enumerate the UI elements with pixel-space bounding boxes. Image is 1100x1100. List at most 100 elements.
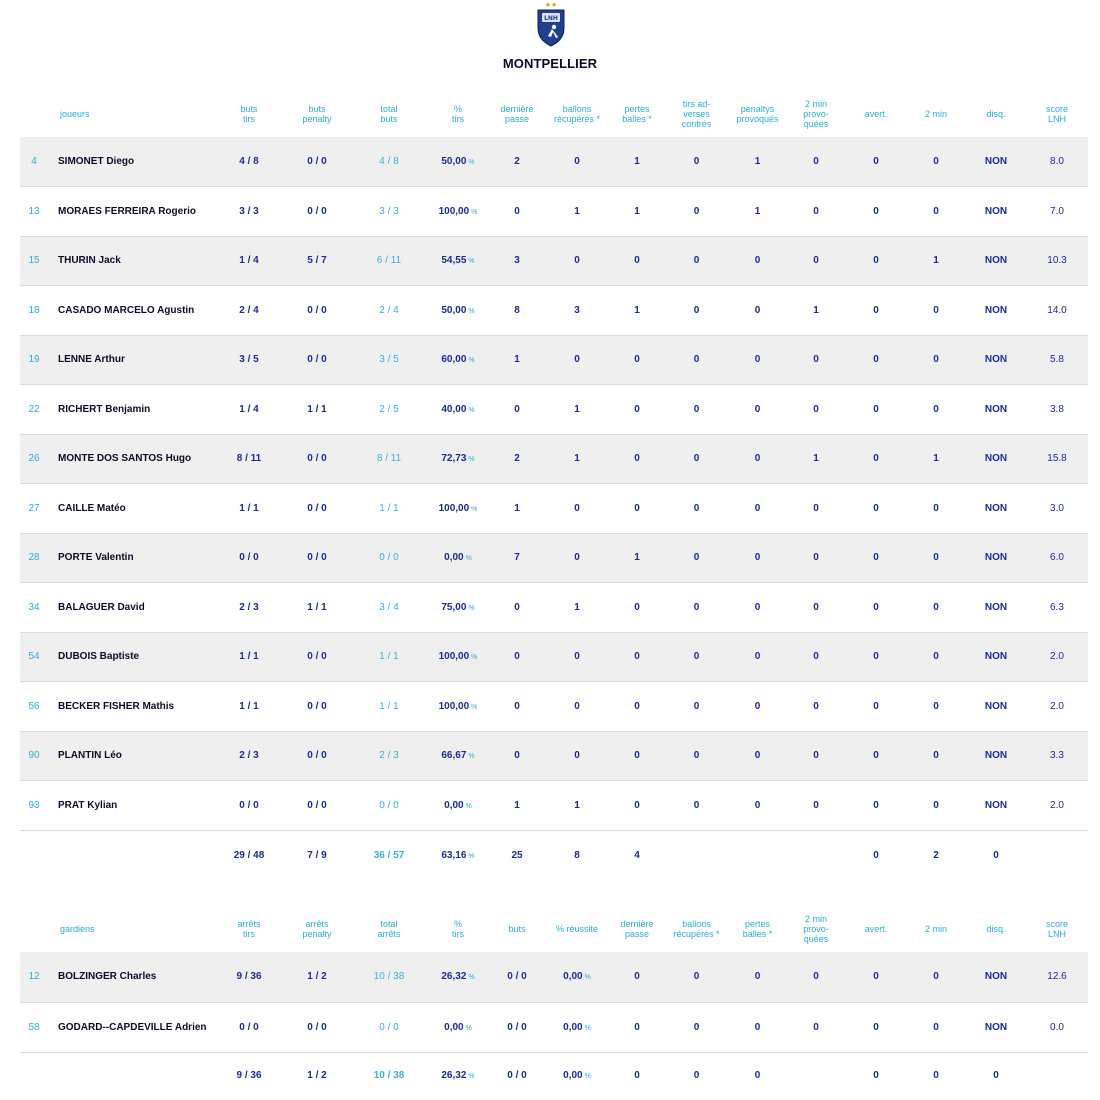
tirs-contres: 0 — [664, 434, 729, 484]
table-row[interactable]: 90 PLANTIN Léo 2 / 3 0 / 0 2 / 3 66,67% 0 0 0 0 0 0… — [20, 731, 1088, 781]
player-name-value: CASADO MARCELO Agustin — [58, 304, 195, 316]
penaltys-provoques-value: 0 — [754, 304, 761, 316]
derniere-passe-value: 0 — [514, 651, 520, 663]
pertes-balles: 0 — [610, 434, 664, 484]
penaltys-provoques: 0 — [729, 533, 786, 583]
ballons-recuperes: 0 — [544, 137, 610, 187]
table-row[interactable]: 22 RICHERT Benjamin 1 / 4 1 / 1 2 / 5 40,00% 0… — [20, 385, 1088, 435]
tirs-contres-value: 0 — [693, 205, 700, 217]
header-text: pertes — [624, 104, 650, 114]
deux-minutes: 0 — [906, 533, 966, 583]
ballons-recuperes-value: 1 — [574, 799, 580, 811]
table-row[interactable]: 4 SIMONET Diego 4 / 8 0 / 0 4 / 8 50,00% 2 0 1 0 1… — [20, 137, 1088, 187]
derniere-passe: 0 — [490, 731, 544, 781]
total-buts-value: 6 / 11 — [376, 255, 402, 267]
table-row[interactable]: 12 BOLZINGER Charles 9 / 36 1 / 2 10 / 38 26,… — [20, 952, 1088, 1002]
derniere-passe-value: 0 — [514, 403, 520, 415]
pct-tirs-value: 0,00 — [444, 552, 464, 564]
disqualification: NON — [966, 533, 1026, 583]
total-arrets-tirs: 9 / 36 — [216, 1052, 282, 1099]
disqualification: NON — [966, 583, 1026, 633]
header-text: récupérés * — [673, 929, 720, 939]
table-row[interactable]: 93 PRAT Kylian 0 / 0 0 / 0 0 / 0 0,00% 1 1 0 0 0 0 0… — [20, 781, 1088, 831]
buts-tirs: 0 / 0 — [216, 781, 282, 831]
buts-encaisses-value: 0 / 0 — [507, 971, 527, 983]
table-row[interactable]: 27 CAILLE Matéo 1 / 1 0 / 0 1 / 1 100,00% 1 0 0 0… — [20, 484, 1088, 534]
player-number-value: 27 — [28, 502, 40, 514]
percent-unit: % — [465, 1024, 472, 1032]
table-row[interactable]: 28 PORTE Valentin 0 / 0 0 / 0 0 / 0 0,00% 7 0 1 0… — [20, 533, 1088, 583]
deux-minutes-value: 1 — [933, 453, 939, 465]
table-row[interactable]: 58 GODARD--CAPDEVILLE Adrien 0 / 0 0 / 0 0 /… — [20, 1002, 1088, 1052]
player-name-value: BALAGUER David — [58, 601, 145, 613]
min-provoquees-value: 0 — [813, 205, 819, 217]
avertissement: 0 — [846, 632, 906, 682]
percent-unit: % — [468, 456, 475, 464]
header-text: penalty — [302, 929, 332, 939]
table-row[interactable]: 15 THURIN Jack 1 / 4 5 / 7 6 / 11 54,55% 3 0 0 0 0… — [20, 236, 1088, 286]
buts-penalty: 1 / 1 — [282, 583, 352, 633]
header-text: penalty — [302, 114, 332, 124]
avertissement-value: 0 — [873, 403, 879, 415]
derniere-passe: 0 — [610, 1002, 664, 1052]
buts-penalty: 0 / 0 — [282, 731, 352, 781]
tirs-contres-value: 0 — [693, 304, 700, 316]
ballons-recuperes-value: 0 — [574, 700, 580, 712]
table-row[interactable]: 56 BECKER FISHER Mathis 1 / 1 0 / 0 1 / 1 100… — [20, 682, 1088, 732]
ballons-recuperes: 0 — [544, 682, 610, 732]
table-row[interactable]: 34 BALAGUER David 2 / 3 1 / 1 3 / 4 75,00% 0 1 0… — [20, 583, 1088, 633]
avertissement-value: 0 — [873, 1021, 879, 1033]
penaltys-provoques: 0 — [729, 583, 786, 633]
disqualification-value: NON — [984, 403, 1008, 415]
avertissement-value: 0 — [873, 799, 879, 811]
player-number: 27 — [20, 484, 48, 534]
keepers-header-1: gardiens — [48, 906, 216, 952]
pertes-balles-value: 0 — [634, 354, 640, 366]
avertissement-value: 0 — [873, 552, 879, 564]
tirs-contres: 0 — [664, 286, 729, 336]
pct-tirs-value: 40,00 — [441, 403, 467, 415]
total-total-buts: 36 / 57 — [352, 830, 426, 880]
pct-tirs-value: 72,73 — [441, 453, 467, 465]
player-name-value: MORAES FERREIRA Rogerio — [58, 205, 196, 217]
header-text: 2 min — [924, 924, 947, 934]
pertes-balles-value: 0 — [634, 255, 640, 267]
pct-tirs-value: 50,00 — [441, 304, 467, 316]
disqualification-value: NON — [984, 354, 1008, 366]
buts-penalty: 0 / 0 — [282, 781, 352, 831]
penaltys-provoques: 0 — [729, 731, 786, 781]
total-derniere-passe-value: 25 — [511, 849, 523, 861]
derniere-passe: 8 — [490, 286, 544, 336]
players-header-8: pertes balles * — [610, 91, 664, 137]
disqualification-value: NON — [984, 799, 1008, 811]
header-text: tirs — [452, 929, 464, 939]
total-arrets: 0 / 0 — [352, 1002, 426, 1052]
total-derniere-passe: 25 — [490, 830, 544, 880]
disqualification: NON — [966, 781, 1026, 831]
pct-tirs: 50,00% — [426, 137, 490, 187]
table-row[interactable]: 54 DUBOIS Baptiste 1 / 1 0 / 0 1 / 1 100,00% 0… — [20, 632, 1088, 682]
total-buts: 0 / 0 — [352, 781, 426, 831]
table-row[interactable]: 26 MONTE DOS SANTOS Hugo 8 / 11 0 / 0 8 / 11… — [20, 434, 1088, 484]
table-row[interactable]: 19 LENNE Arthur 3 / 5 0 / 0 3 / 5 60,00% 1 0 0 0 0… — [20, 335, 1088, 385]
percent-unit: % — [468, 1073, 475, 1081]
buts-penalty: 0 / 0 — [282, 632, 352, 682]
derniere-passe-value: 8 — [514, 304, 520, 316]
keepers-header-row: gardiens arrêts tirs arrêts penalty total arrê… — [20, 906, 1088, 952]
tirs-contres: 0 — [664, 583, 729, 633]
table-row[interactable]: 13 MORAES FERREIRA Rogerio 3 / 3 0 / 0 3 / 3… — [20, 187, 1088, 236]
total-avertissement: 0 — [846, 1052, 906, 1099]
total-buts: 2 / 4 — [352, 286, 426, 336]
player-name-value: PLANTIN Léo — [58, 750, 122, 762]
penaltys-provoques: 0 — [729, 385, 786, 435]
ballons-recuperes-value: 0 — [574, 750, 580, 762]
avertissement: 0 — [846, 682, 906, 732]
keepers-header-8: dernière passe — [610, 906, 664, 952]
header-text: tirs ad- — [682, 99, 711, 109]
min-provoquees: 0 — [786, 1002, 846, 1052]
score-lnh-value: 15.8 — [1047, 453, 1067, 465]
player-name: PRAT Kylian — [48, 781, 216, 831]
pertes-balles: 0 — [610, 484, 664, 534]
player-name: BALAGUER David — [48, 583, 216, 633]
